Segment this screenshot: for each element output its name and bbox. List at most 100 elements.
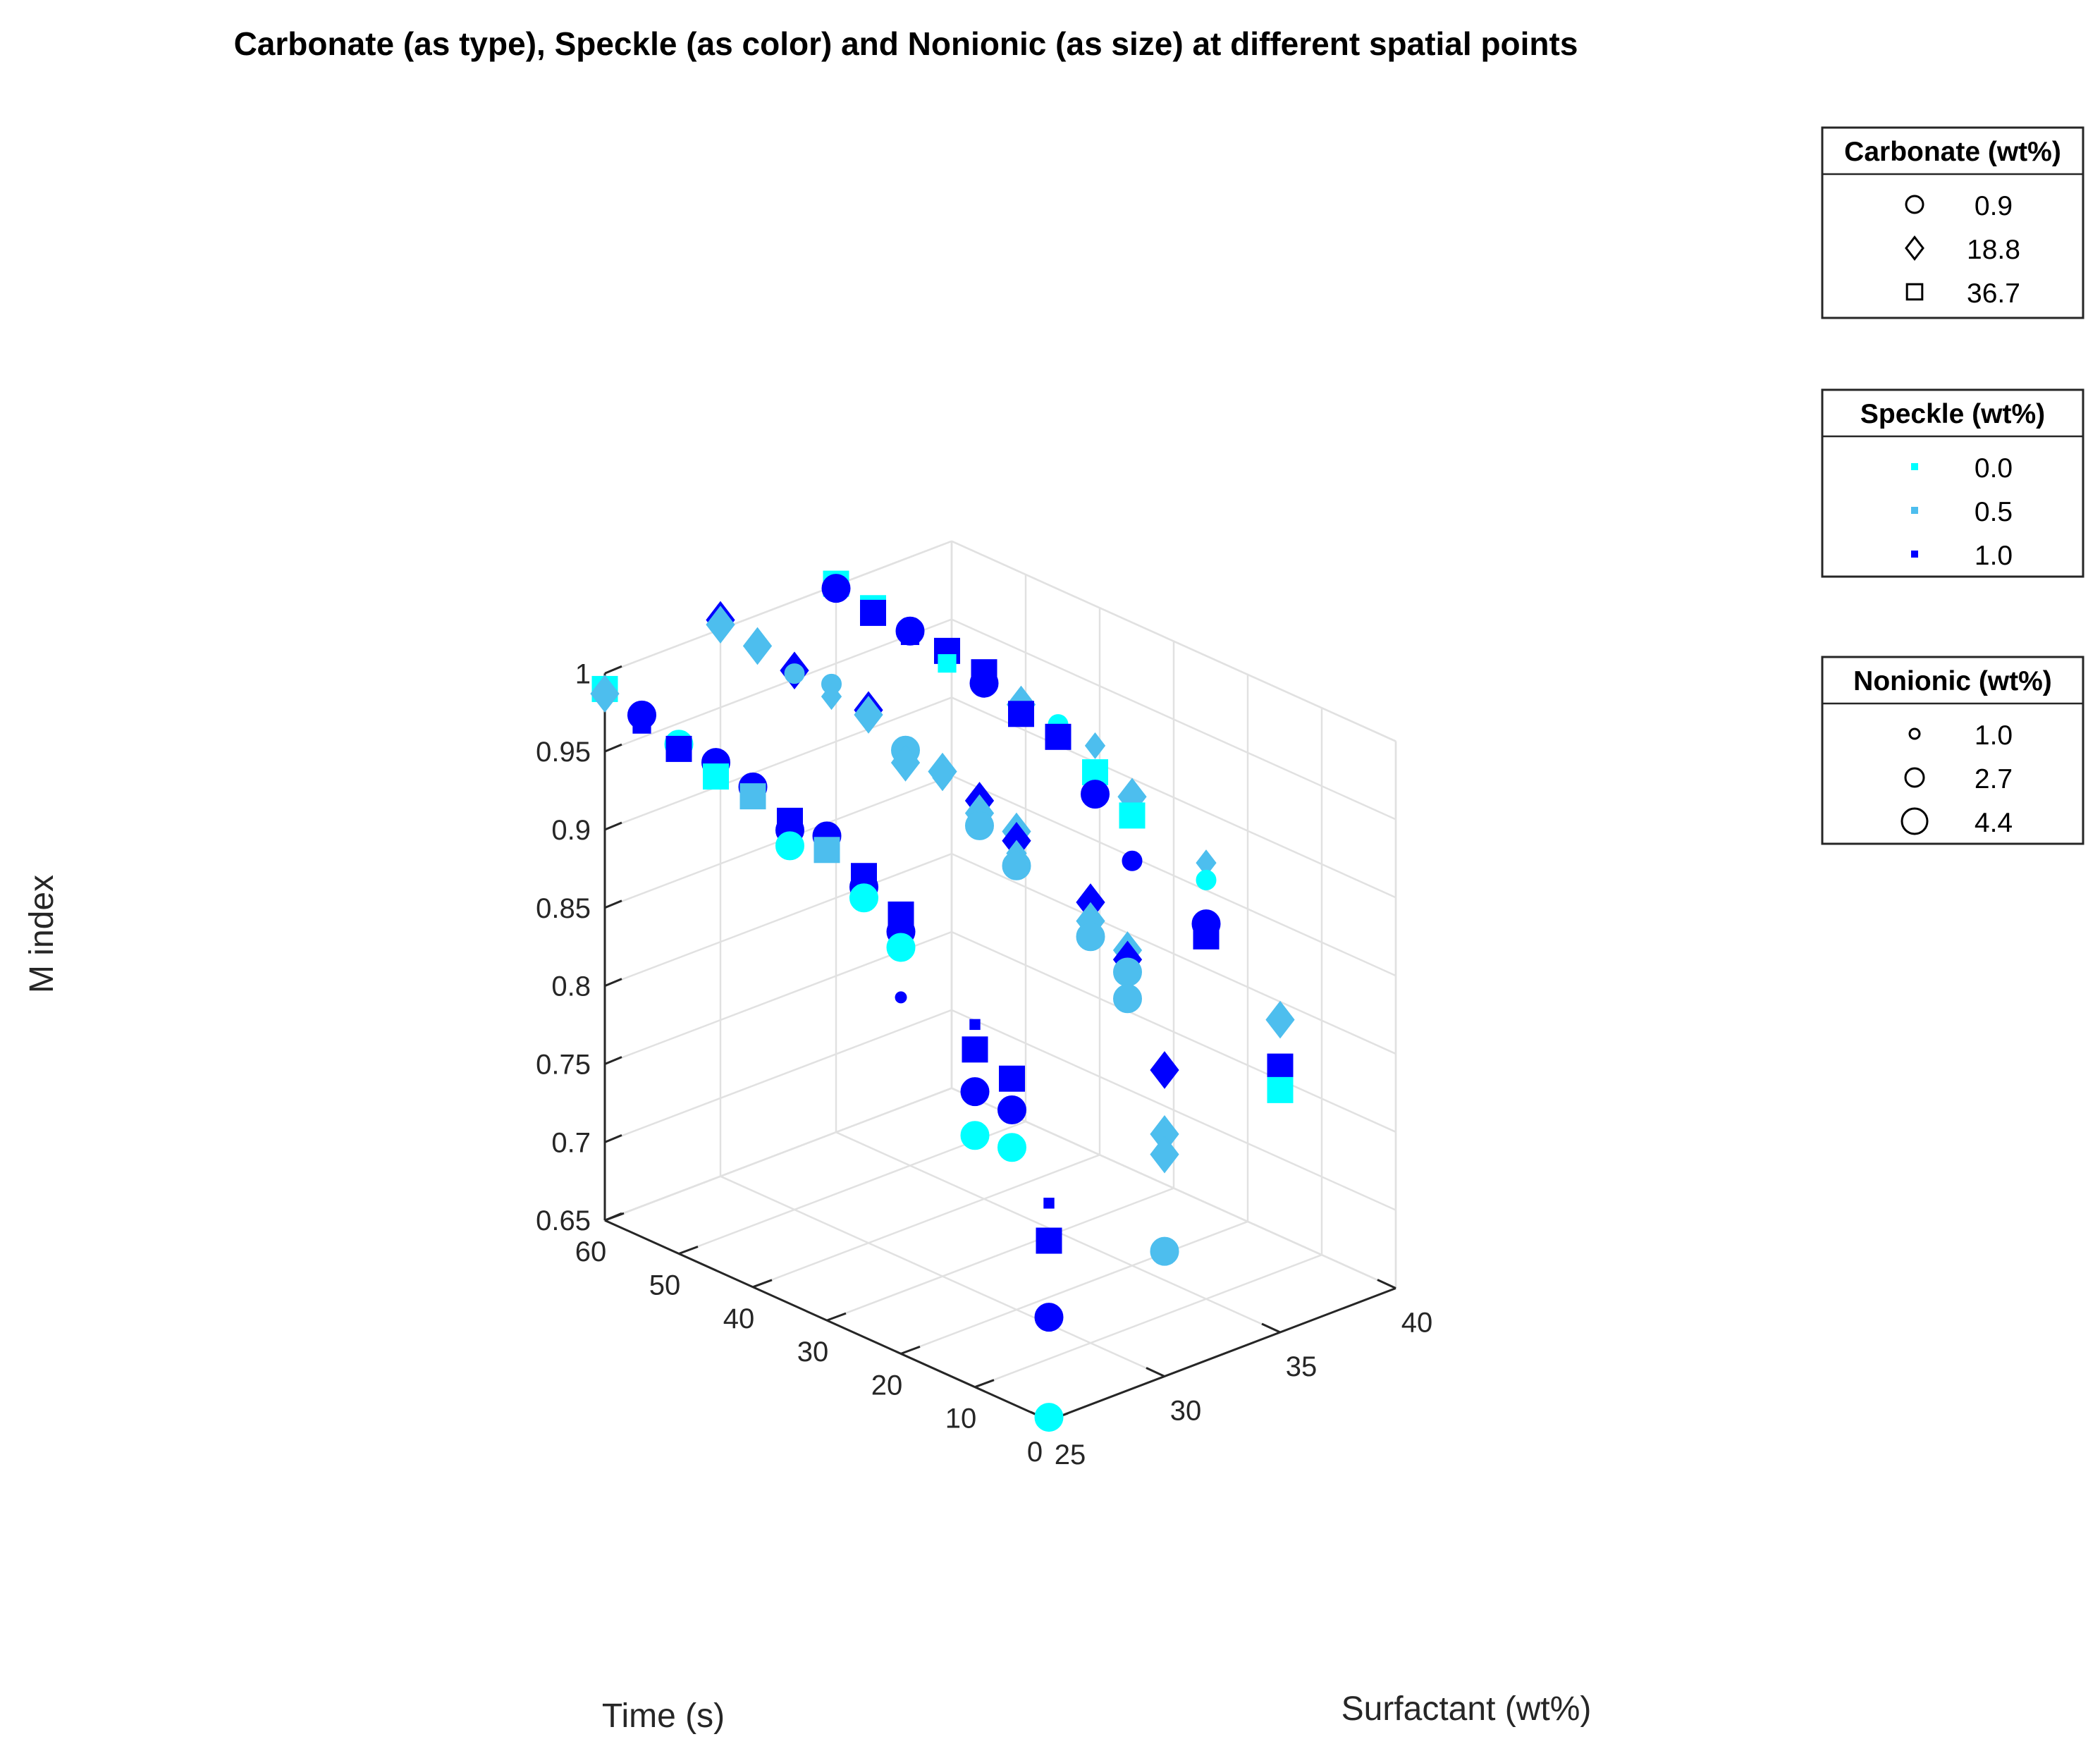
data-point-circle [1076,922,1105,952]
data-point-circle [1113,984,1142,1014]
data-point-square [703,763,729,790]
y-tick-label: 40 [1401,1308,1433,1339]
grid-line-x [752,1154,1100,1288]
legend-entry-label: 1.0 [1975,541,2013,571]
z-tick-label: 0.95 [536,737,591,768]
legend-entry-label: 0.9 [1975,191,2013,221]
y-axis-line [1048,1287,1396,1422]
grid-line-x [900,1220,1248,1355]
legend-title: Nonionic (wt%) [1853,666,2052,696]
grid-line-z [604,618,952,753]
x-axis-label: Time (s) [602,1697,725,1735]
legend-size: Nonionic (wt%) 1.0 2.7 4.4 [1821,656,2084,845]
legend-marker [1905,283,1924,301]
data-point-square [962,1036,988,1063]
z-tick-mark [604,743,622,753]
data-point-square [969,1019,981,1031]
z-tick-mark [604,978,622,988]
y-axis-label: Surfactant (wt%) [1341,1690,1592,1728]
legend-entry-label: 1.0 [1975,720,2013,751]
grid-line-y [951,1087,1396,1289]
data-point-circle [997,1095,1026,1125]
legend-entry-label: 2.7 [1975,764,2013,794]
x-tick-label: 30 [797,1337,829,1368]
z-tick-label: 0.8 [551,971,591,1002]
x-tick-mark [826,1312,847,1322]
legend-entry-label: 4.4 [1975,808,2013,838]
z-tick-mark [604,1056,622,1065]
data-point-diamond [1084,732,1106,759]
legend-marker [1911,551,1918,558]
legend-marker: Carbonate (wt%) 0.9 18.8 36.7 [1821,126,2084,319]
legend-marker [1911,507,1918,514]
grid-line-x [604,1087,952,1222]
z-tick-label: 0.65 [536,1205,591,1236]
x-tick-label: 20 [871,1370,903,1401]
legend-entry-label: 36.7 [1967,278,2020,309]
legends: Carbonate (wt%) 0.9 18.8 36.7 Speckle (wt%) 0… [1821,126,2084,845]
x-tick-label: 0 [1027,1437,1043,1468]
data-point-diamond [1150,1135,1179,1174]
data-point-circle [997,1133,1026,1162]
z-tick-mark [604,1133,622,1143]
legend-marker [1901,807,1929,835]
axes-box-back [603,540,1397,1289]
grid-line-x [826,1187,1174,1322]
data-point-circle [1196,870,1217,891]
data-point-circle [1122,850,1143,871]
legend-marker [1911,463,1918,470]
data-point-circle [849,883,878,913]
data-point-circle [1081,780,1110,809]
legend-marker [1905,195,1924,214]
data-point-square [1036,1227,1062,1254]
data-point-square [860,599,886,626]
y-tick-label: 35 [1286,1351,1318,1382]
data-point-square [813,837,840,864]
z-tick-label: 0.85 [536,893,591,924]
legend-marker [1905,235,1924,262]
x-tick-label: 60 [575,1236,607,1267]
data-point-circle [895,991,907,1004]
y-tick-mark [1146,1367,1165,1377]
data-point-square [665,735,692,762]
data-point-circle [965,811,994,840]
x-tick-mark [604,1212,625,1222]
data-point-diamond [1150,1051,1179,1089]
data-point-square [1082,759,1108,786]
chart-title: Carbonate (as type), Speckle (as color) … [234,25,1578,62]
data-point-diamond [706,606,735,644]
z-tick-label: 0.9 [551,815,591,846]
y-tick-mark [1261,1322,1281,1334]
data-point-diamond [854,696,883,734]
grid-line-x [974,1254,1322,1388]
data-point-square [1193,923,1220,950]
grid-line-z [604,696,952,831]
y-tick-label: 30 [1170,1396,1202,1427]
data-point-square [1008,701,1034,727]
legend-entry-label: 18.8 [1967,235,2020,265]
data-point-circle [1113,957,1142,987]
data-point-circle [960,1121,990,1150]
x-tick-mark [900,1345,921,1355]
data-point-square [632,715,651,734]
data-point-square [1045,723,1072,750]
data-point-circle [775,831,804,861]
x-tick-label: 50 [649,1270,681,1301]
data-point-square [1119,802,1146,829]
x-tick-mark [974,1379,995,1389]
x-tick-mark [678,1246,699,1255]
data-point-circle [1034,1303,1064,1332]
legend-color: Speckle (wt%) 0.0 0.5 1.0 [1821,388,2084,578]
z-tick-label: 0.75 [536,1050,591,1081]
data-point-circle [784,663,805,684]
legend-box [1821,388,2084,578]
data-point-square [1043,1198,1055,1209]
data-point-square [900,626,920,646]
legend-marker [1904,767,1925,788]
data-point-diamond [1265,1000,1295,1039]
z-tick-mark [604,821,622,831]
data-point-diamond [747,637,768,665]
data-point-square [1267,1053,1294,1080]
axis-ticks: 0.650.70.750.80.850.90.95101020304050602… [536,658,1432,1470]
x-tick-label: 40 [723,1303,755,1334]
